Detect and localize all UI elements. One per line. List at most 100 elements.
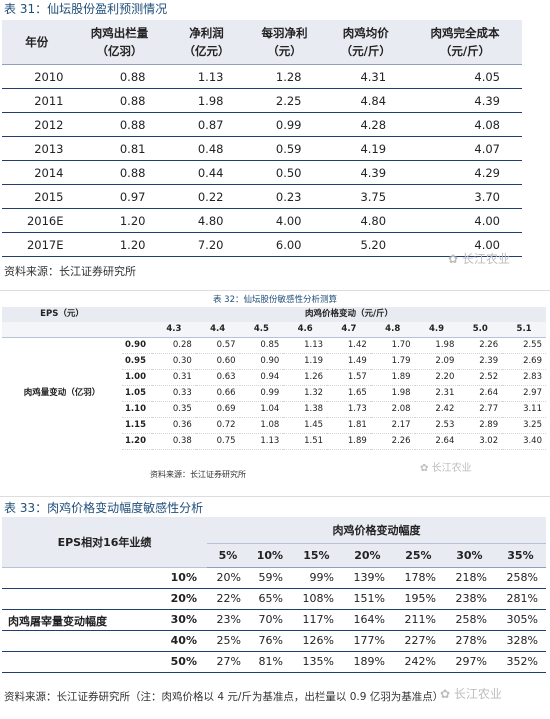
- table-31-col-header: 肉鸡完全成本 （元/斤）: [408, 20, 522, 65]
- eps-change-cell: 59%: [248, 567, 291, 589]
- eps-change-cell: 76%: [248, 630, 291, 652]
- eps-cell: 0.66: [195, 385, 240, 402]
- eps-change-cell: 195%: [392, 588, 444, 610]
- eps-cell: 1.98: [370, 385, 415, 402]
- table-31-col-header: 肉鸡出栏量 （亿羽）: [71, 20, 168, 65]
- eps-cell: 1.38: [283, 401, 328, 418]
- eps-change-cell: 258%: [443, 609, 495, 631]
- value-cell: 4.84: [323, 88, 409, 113]
- eps-cell: 2.55: [502, 337, 546, 354]
- table-33-row-header-cell: 40%: [2, 630, 207, 652]
- table-31: 年份 肉鸡出栏量 （亿羽） 净利润 （亿元） 每羽净利 （元） 肉鸡均价 （元/斤） 肉鸡完全成本…: [2, 20, 522, 257]
- price-col-header: 4.9: [414, 322, 459, 338]
- table-31-col-header-line: 肉鸡完全成本: [430, 26, 500, 40]
- table-row: 0.95 0.30 0.60 0.90 1.19 1.49 1.79 2.09 2.39 2.69: [2, 353, 546, 370]
- value-cell: 7.20: [167, 232, 246, 257]
- eps-change-cell: 189%: [341, 651, 393, 673]
- eps-cell: 3.40: [502, 433, 546, 450]
- eps-cell: 0.85: [239, 337, 284, 354]
- value-cell: 2.25: [245, 88, 324, 113]
- value-cell: 0.44: [167, 160, 246, 185]
- table-row: 20% 22% 65% 108% 151% 195% 238% 281%: [2, 588, 546, 610]
- value-cell: 0.97: [71, 184, 168, 209]
- table-31-col-header: 肉鸡均价 （元/斤）: [323, 20, 409, 65]
- table-row: 2016E 1.20 4.80 4.00 4.80 4.00: [2, 208, 522, 233]
- eps-cell: 1.26: [283, 369, 328, 386]
- table-32-spacer: [2, 322, 122, 338]
- table-33-caption: 表 33：肉鸡价格变动幅度敏感性分析: [0, 497, 550, 515]
- price-change-col-header: 10%: [248, 543, 291, 568]
- eps-change-cell: 65%: [248, 588, 291, 610]
- table-31-col-header: 净利润 （亿元）: [167, 20, 246, 65]
- watermark-text: 长江农业: [453, 687, 502, 701]
- value-cell: 0.88: [71, 88, 168, 113]
- table-row: 1.20 0.38 0.75 1.13 1.51 1.89 2.26 2.64 3.02 3.40: [2, 433, 546, 450]
- year-cell: 2016E: [2, 208, 72, 233]
- table-31-col-header-line: （亿羽）: [96, 44, 143, 58]
- eps-cell: 1.73: [327, 401, 371, 418]
- eps-cell: 2.53: [414, 417, 459, 434]
- value-cell: 1.20: [71, 208, 168, 233]
- eps-cell: 0.28: [152, 337, 196, 354]
- table-31-col-header-line: （亿元）: [183, 44, 230, 58]
- value-cell: 1.28: [245, 64, 324, 89]
- value-cell: 4.00: [408, 232, 522, 257]
- table-33-row-header-cell: 50%: [2, 651, 207, 673]
- eps-cell: 0.38: [152, 433, 196, 450]
- eps-change-cell: 81%: [248, 651, 291, 673]
- value-cell: 3.70: [408, 184, 522, 209]
- table-31-body: 2010 0.88 1.13 1.28 4.31 4.05 2011 0.88 1.98 2.25…: [2, 64, 522, 257]
- price-col-header: 4.6: [283, 322, 328, 338]
- table-32-corner: EPS（元）: [2, 307, 122, 322]
- table-33-row-header-cell: 20%: [2, 588, 207, 610]
- table-row: 40% 25% 76% 126% 177% 227% 278% 328%: [2, 630, 546, 652]
- table-33-corner: EPS相对16年业绩: [2, 517, 207, 568]
- table-row: 1.10 0.35 0.69 1.04 1.38 1.73 2.08 2.42 2.77 3.11: [2, 401, 546, 418]
- eps-cell: 1.57: [327, 369, 371, 386]
- eps-change-cell: 25%: [207, 630, 249, 652]
- price-col-header: 4.4: [195, 322, 240, 338]
- year-cell: 2011: [2, 88, 72, 113]
- eps-change-cell: 297%: [443, 651, 495, 673]
- eps-cell: 1.04: [239, 401, 284, 418]
- table-33-top-header: EPS相对16年业绩 肉鸡价格变动幅度: [2, 517, 546, 568]
- table-32-col-group: 肉鸡价格变动（元/斤）: [152, 307, 546, 322]
- eps-cell: 0.33: [152, 385, 196, 402]
- eps-cell: 1.45: [283, 417, 328, 434]
- eps-cell: 1.42: [327, 337, 371, 354]
- price-change-col-header: 30%: [443, 543, 495, 568]
- value-cell: 4.05: [408, 64, 522, 89]
- table-32-source: 资料来源：长江证券研究所: [150, 470, 246, 479]
- table-row: 50% 27% 81% 135% 189% 242% 297% 352%: [2, 651, 546, 673]
- eps-cell: 0.72: [195, 417, 240, 434]
- table-32-body: 肉鸡量变动（亿羽） 0.90 0.28 0.57 0.85 1.13 1.42 1.70 1.9…: [2, 337, 546, 450]
- eps-cell: 0.31: [152, 369, 196, 386]
- table-31-caption: 表 31：仙坛股份盈利预测情况: [0, 0, 550, 18]
- eps-cell: 0.90: [239, 353, 284, 370]
- eps-cell: 2.52: [458, 369, 503, 386]
- eps-cell: 2.42: [414, 401, 459, 418]
- table-31-col-header-line: 年份: [25, 35, 49, 49]
- value-cell: 4.08: [408, 112, 522, 137]
- table-row: 2017E 1.20 7.20 6.00 5.20 4.00: [2, 232, 522, 257]
- year-cell: 2010: [2, 64, 72, 89]
- volume-row-header: 0.95: [122, 353, 152, 370]
- year-cell: 2017E: [2, 232, 72, 257]
- table-31-source: 资料来源：长江证券研究所: [4, 265, 136, 278]
- eps-cell: 2.89: [458, 417, 503, 434]
- value-cell: 0.88: [71, 160, 168, 185]
- eps-change-cell: 99%: [290, 567, 342, 589]
- table-row: 2015 0.97 0.22 0.23 3.75 3.70: [2, 184, 522, 209]
- eps-cell: 1.98: [414, 337, 459, 354]
- table-row: 2013 0.81 0.48 0.59 4.19 4.07: [2, 136, 522, 161]
- value-cell: 0.22: [167, 184, 246, 209]
- eps-cell: 2.08: [370, 401, 415, 418]
- value-cell: 0.48: [167, 136, 246, 161]
- value-cell: 4.39: [408, 88, 522, 113]
- eps-change-cell: 238%: [443, 588, 495, 610]
- eps-cell: 0.36: [152, 417, 196, 434]
- eps-cell: 1.19: [283, 353, 328, 370]
- eps-change-cell: 22%: [207, 588, 249, 610]
- price-col-header: 5.1: [502, 322, 546, 338]
- eps-cell: 1.13: [239, 433, 284, 450]
